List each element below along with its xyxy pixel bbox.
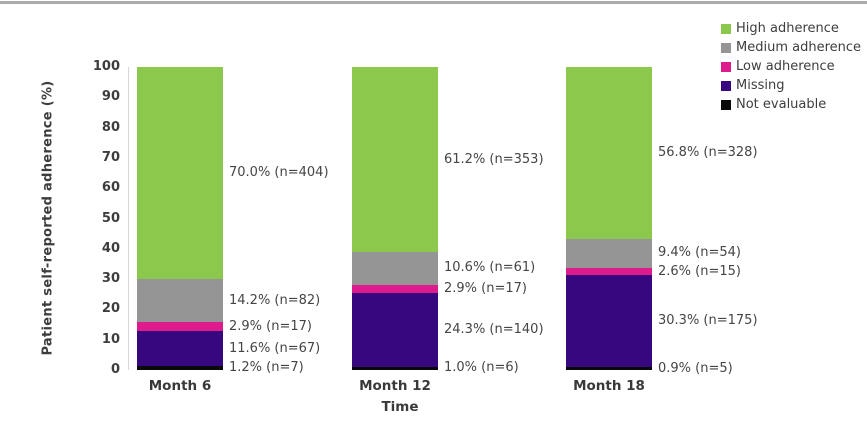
bar-month-18-not-evaluable-segment	[566, 367, 652, 370]
legend: High adherence Medium adherence Low adhere…	[721, 21, 861, 116]
bar-month-12-medium-adherence-segment	[352, 252, 438, 285]
x-tick-month-6: Month 6	[148, 378, 212, 394]
legend-label-not-evaluable: Not evaluable	[736, 97, 827, 112]
legend-item-high-adherence: High adherence	[721, 21, 861, 36]
y-tick-label-90: 90	[101, 89, 120, 105]
legend-label-missing: Missing	[736, 78, 785, 93]
bar-month-18-missing-segment	[566, 275, 652, 368]
legend-item-missing: Missing	[721, 78, 861, 93]
legend-swatch-low-adherence-icon	[721, 61, 731, 72]
y-axis-title: Patient self-reported adherence (%)	[40, 80, 56, 356]
y-tick-label-50: 50	[101, 210, 120, 226]
y-tick-label-10: 10	[101, 331, 120, 347]
y-tick-label-30: 30	[101, 271, 120, 287]
legend-swatch-high-adherence-icon	[721, 23, 731, 34]
bar-month-12-missing-segment	[352, 293, 438, 367]
y-axis-line	[128, 67, 129, 370]
y-tick-label-70: 70	[101, 149, 120, 165]
bar-month-6-low-adherence-segment	[137, 322, 223, 332]
y-tick-label-100: 100	[92, 59, 120, 74]
bar-month-6-high-adherence-segment	[137, 67, 223, 280]
bar-month-12-low-adherence-segment	[352, 284, 438, 294]
legend-item-low-adherence: Low adherence	[721, 59, 861, 74]
y-tick-label-0: 0	[110, 362, 120, 377]
legend-swatch-medium-adherence-icon	[721, 42, 731, 53]
bar-month-18-medium-adherence-segment	[566, 239, 652, 268]
bar-month-18-low-adherence-segment	[566, 267, 652, 276]
legend-item-not-evaluable: Not evaluable	[721, 97, 861, 112]
label-month-6-high-adherence: 70.0% (n=404)	[229, 165, 329, 181]
legend-label-medium-adherence: Medium adherence	[736, 40, 862, 55]
bar-month-6-missing-segment	[137, 331, 223, 367]
x-tick-month-18: Month 18	[573, 378, 645, 394]
bar-month-6-not-evaluable-segment	[137, 366, 223, 370]
label-month-12-medium-adherence: 10.6% (n=61)	[444, 260, 536, 276]
label-month-18-medium-adherence: 9.4% (n=54)	[658, 245, 741, 261]
label-month-12-not-evaluable: 1.0% (n=6)	[444, 360, 519, 376]
bar-month-6-medium-adherence-segment	[137, 279, 223, 323]
label-month-6-low-adherence: 2.9% (n=17)	[229, 318, 312, 334]
y-tick-label-40: 40	[101, 240, 120, 256]
legend-label-high-adherence: High adherence	[736, 21, 839, 36]
label-month-18-not-evaluable: 0.9% (n=5)	[658, 360, 733, 376]
legend-swatch-missing-icon	[721, 80, 731, 91]
legend-item-medium-adherence: Medium adherence	[721, 40, 861, 55]
label-month-18-high-adherence: 56.8% (n=328)	[658, 145, 758, 161]
y-tick-label-60: 60	[101, 180, 120, 196]
label-month-18-low-adherence: 2.6% (n=15)	[658, 263, 741, 279]
bar-month-12-high-adherence-segment	[352, 67, 438, 253]
label-month-6-medium-adherence: 14.2% (n=82)	[229, 292, 321, 308]
y-tick-label-80: 80	[101, 119, 120, 135]
bar-month-18-high-adherence-segment	[566, 67, 652, 240]
figure-top-border	[0, 1, 867, 4]
y-tick-label-20: 20	[101, 301, 120, 317]
label-month-18-missing: 30.3% (n=175)	[658, 313, 758, 329]
label-month-6-missing: 11.6% (n=67)	[229, 340, 321, 356]
bar-month-12-not-evaluable-segment	[352, 366, 438, 370]
x-axis-title: Time	[381, 399, 419, 415]
label-month-12-high-adherence: 61.2% (n=353)	[444, 151, 544, 167]
label-month-12-low-adherence: 2.9% (n=17)	[444, 280, 527, 296]
legend-label-low-adherence: Low adherence	[736, 59, 835, 74]
label-month-6-not-evaluable: 1.2% (n=7)	[229, 360, 304, 376]
legend-swatch-not-evaluable-icon	[721, 99, 731, 110]
label-month-12-missing: 24.3% (n=140)	[444, 322, 544, 338]
x-tick-month-12: Month 12	[359, 378, 431, 394]
